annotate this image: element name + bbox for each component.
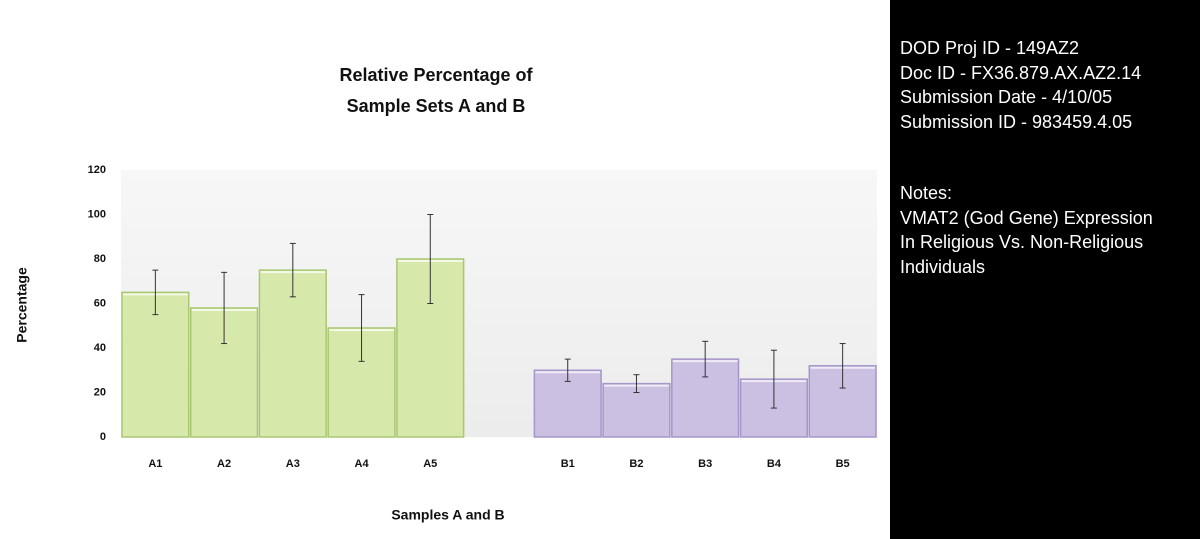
x-tick-label: A5 [423,458,437,470]
x-tick-label: B1 [561,458,575,470]
x-tick-label: B5 [836,458,850,470]
x-tick-label: A3 [286,458,300,470]
chart-title: Relative Percentage of Sample Sets A and… [339,65,533,116]
x-tick-label: B3 [698,458,712,470]
x-tick-label: B2 [629,458,643,470]
notes-title: Notes: [900,183,953,203]
x-axis-label: Samples A and B [391,507,504,523]
info-line: Submission ID - 983459.4.05 [900,111,1133,132]
y-tick-label: 60 [94,297,106,309]
info-line: Submission Date - 4/10/05 [900,87,1113,107]
bar [121,291,190,438]
y-tick-label: 40 [94,342,106,354]
x-tick-label: A1 [148,458,162,470]
chart: Samples A and B Percentage 0 20 40 60 80 100 1… [14,164,877,523]
x-tick-label: A2 [217,458,231,470]
info-line: DOD Proj ID - 149AZ2 [900,38,1080,58]
info-line: Doc ID - FX36.879.AX.AZ2.14 [900,62,1142,83]
bar [258,269,327,438]
notes-lines: VMAT2 (God Gene) Expression In Religious … [900,206,1153,280]
y-tick-label: 20 [94,386,106,398]
x-tick-label: B4 [767,458,782,470]
y-tick-label: 0 [100,431,106,443]
x-tick-label: A4 [355,458,370,470]
info-panel: DOD Proj ID - 149AZ2 Doc ID - FX36.879.AX… [890,0,1200,539]
y-tick-label: 120 [88,164,106,176]
info-lines: DOD Proj ID - 149AZ2 Doc ID - FX36.879.AX… [900,36,1141,134]
notes: Notes: VMAT2 (God Gene) Expression In Rel… [900,181,1153,279]
y-tick-label: 80 [94,253,106,265]
note-line: In Religious Vs. Non-Religious [900,232,1144,252]
y-tick-label: 100 [88,208,106,220]
note-line: Individuals [900,256,986,277]
y-axis-label: Percentage [14,267,30,343]
note-line: VMAT2 (God Gene) Expression [900,207,1153,228]
